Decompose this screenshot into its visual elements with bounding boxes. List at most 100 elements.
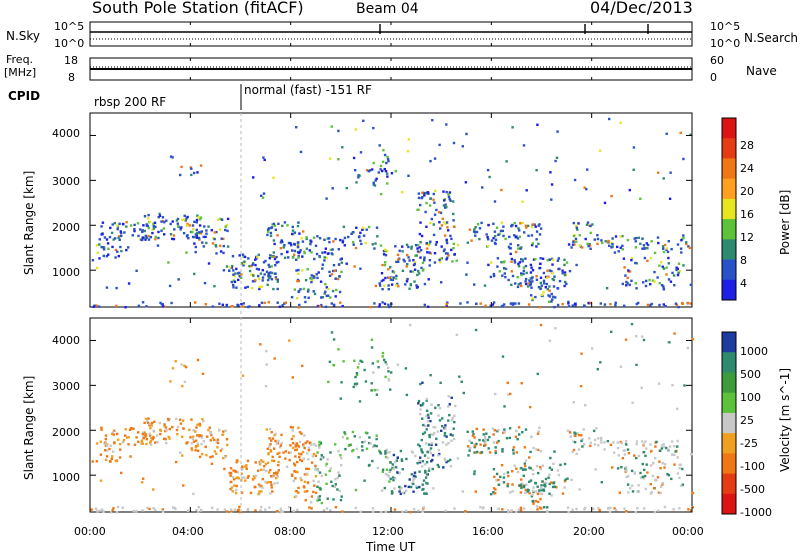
data-point bbox=[447, 395, 450, 398]
data-point bbox=[542, 271, 546, 275]
data-point bbox=[542, 291, 545, 294]
data-point bbox=[656, 476, 660, 479]
data-point bbox=[610, 195, 613, 198]
data-point bbox=[506, 482, 509, 486]
data-point bbox=[381, 468, 385, 471]
data-point bbox=[603, 441, 606, 444]
data-point bbox=[438, 419, 442, 422]
data-point bbox=[115, 432, 119, 436]
data-point bbox=[188, 428, 191, 432]
data-point bbox=[508, 235, 511, 239]
data-point bbox=[272, 255, 275, 258]
data-point bbox=[556, 130, 559, 133]
data-point bbox=[505, 160, 508, 163]
data-point bbox=[236, 272, 240, 275]
data-point bbox=[413, 260, 417, 263]
data-point bbox=[637, 301, 640, 305]
data-point bbox=[147, 226, 150, 230]
x-axis-label: Time UT bbox=[366, 540, 416, 554]
data-point bbox=[297, 289, 301, 293]
data-point bbox=[659, 449, 662, 453]
data-point bbox=[378, 282, 381, 285]
data-point bbox=[443, 234, 447, 237]
data-point bbox=[171, 425, 174, 429]
data-point bbox=[405, 457, 408, 461]
data-point bbox=[430, 403, 433, 406]
data-point bbox=[543, 282, 546, 285]
data-point bbox=[588, 244, 592, 247]
data-point bbox=[642, 244, 646, 247]
data-point bbox=[480, 221, 483, 225]
data-point bbox=[492, 491, 495, 494]
data-point bbox=[660, 284, 664, 287]
data-point bbox=[423, 492, 426, 495]
data-point bbox=[378, 284, 382, 287]
data-point bbox=[275, 476, 278, 480]
data-point bbox=[112, 433, 115, 436]
data-point bbox=[254, 461, 257, 464]
data-point bbox=[630, 257, 634, 260]
data-point bbox=[137, 431, 140, 434]
data-point bbox=[272, 176, 275, 179]
data-point bbox=[673, 284, 676, 287]
data-point bbox=[611, 466, 614, 469]
data-point bbox=[561, 269, 564, 272]
data-point bbox=[520, 272, 523, 275]
data-point bbox=[105, 455, 109, 458]
data-point bbox=[432, 426, 435, 429]
data-point bbox=[381, 263, 384, 267]
data-point bbox=[222, 244, 225, 248]
data-point bbox=[613, 251, 617, 254]
data-point bbox=[521, 431, 524, 434]
data-point bbox=[354, 384, 357, 387]
data-point bbox=[295, 495, 298, 498]
data-point bbox=[508, 427, 512, 430]
data-point bbox=[296, 508, 299, 512]
data-point bbox=[198, 455, 202, 459]
data-point bbox=[452, 219, 455, 222]
data-point bbox=[425, 473, 429, 476]
data-point bbox=[401, 468, 404, 471]
data-point bbox=[291, 256, 295, 259]
data-point bbox=[278, 305, 282, 308]
data-point bbox=[585, 223, 589, 226]
data-point bbox=[521, 482, 524, 485]
data-point bbox=[305, 247, 309, 250]
data-point bbox=[623, 507, 626, 510]
data-point bbox=[426, 450, 429, 454]
data-point bbox=[608, 117, 611, 121]
power-cbar-tick-12: 12 bbox=[740, 231, 754, 244]
data-point bbox=[662, 250, 666, 254]
data-point bbox=[111, 245, 114, 249]
data-point bbox=[419, 382, 422, 386]
data-point bbox=[174, 360, 177, 363]
data-point bbox=[548, 258, 551, 261]
data-point bbox=[295, 442, 298, 445]
data-point bbox=[318, 237, 322, 240]
data-point bbox=[632, 146, 636, 149]
data-point bbox=[450, 248, 453, 252]
data-point bbox=[649, 443, 652, 446]
data-point bbox=[522, 485, 526, 489]
data-point bbox=[596, 237, 600, 241]
data-point bbox=[269, 271, 272, 274]
data-point bbox=[201, 452, 204, 456]
data-point bbox=[156, 244, 160, 247]
data-point bbox=[368, 169, 372, 172]
data-point bbox=[625, 466, 628, 469]
data-point bbox=[573, 441, 577, 444]
data-point bbox=[254, 509, 257, 512]
data-point bbox=[381, 160, 385, 163]
power-colorbar bbox=[721, 117, 737, 301]
data-point bbox=[606, 440, 610, 443]
data-point bbox=[152, 429, 155, 433]
data-point bbox=[447, 459, 450, 463]
data-point bbox=[389, 278, 393, 281]
data-point bbox=[287, 256, 290, 259]
data-point bbox=[438, 258, 441, 262]
data-point bbox=[674, 302, 678, 305]
data-point bbox=[397, 260, 400, 263]
data-point bbox=[385, 161, 388, 165]
date-title: 04/Dec/2013 bbox=[590, 0, 693, 17]
data-point bbox=[492, 433, 495, 436]
